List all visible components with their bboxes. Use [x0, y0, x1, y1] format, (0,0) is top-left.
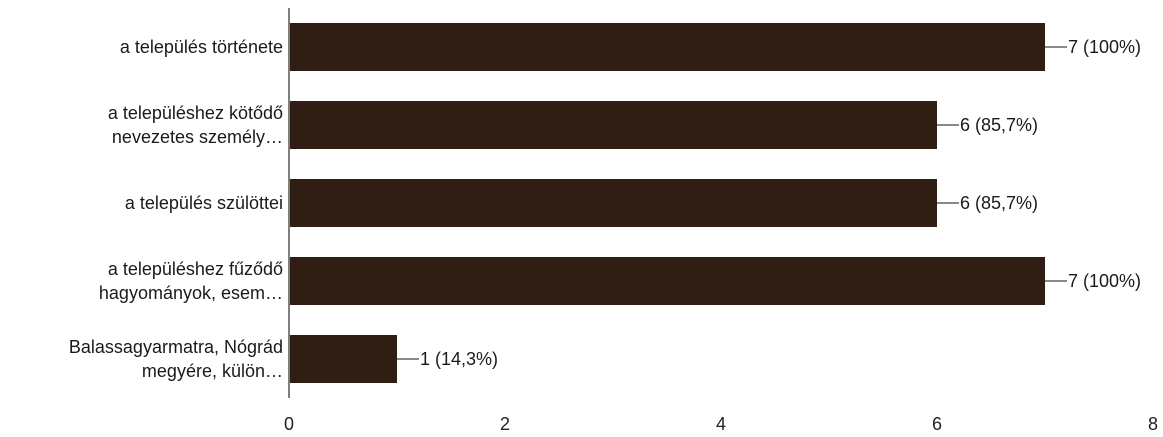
data-label: 7 (100%): [1068, 271, 1141, 291]
bar: [290, 335, 397, 383]
category-label: a településhez fűződő hagyományok, esem…: [99, 259, 283, 303]
bar: [290, 101, 937, 149]
data-label: 1 (14,3%): [420, 349, 498, 369]
data-label: 6 (85,7%): [960, 193, 1038, 213]
bar: [290, 179, 937, 227]
bar: [290, 23, 1045, 71]
category-label: Balassagyarmatra, Nógrád megyére, külön…: [69, 337, 283, 381]
x-tick-label: 8: [1148, 414, 1158, 434]
data-label: 7 (100%): [1068, 37, 1141, 57]
data-label: 6 (85,7%): [960, 115, 1038, 135]
category-label: a település története: [120, 37, 283, 57]
bar: [290, 257, 1045, 305]
x-tick-label: 6: [932, 414, 942, 434]
category-label: a településhez kötődő nevezetes személy…: [108, 103, 283, 147]
x-tick-label: 0: [284, 414, 294, 434]
category-label: a település szülöttei: [125, 193, 283, 213]
x-tick-label: 4: [716, 414, 726, 434]
x-tick-label: 2: [500, 414, 510, 434]
